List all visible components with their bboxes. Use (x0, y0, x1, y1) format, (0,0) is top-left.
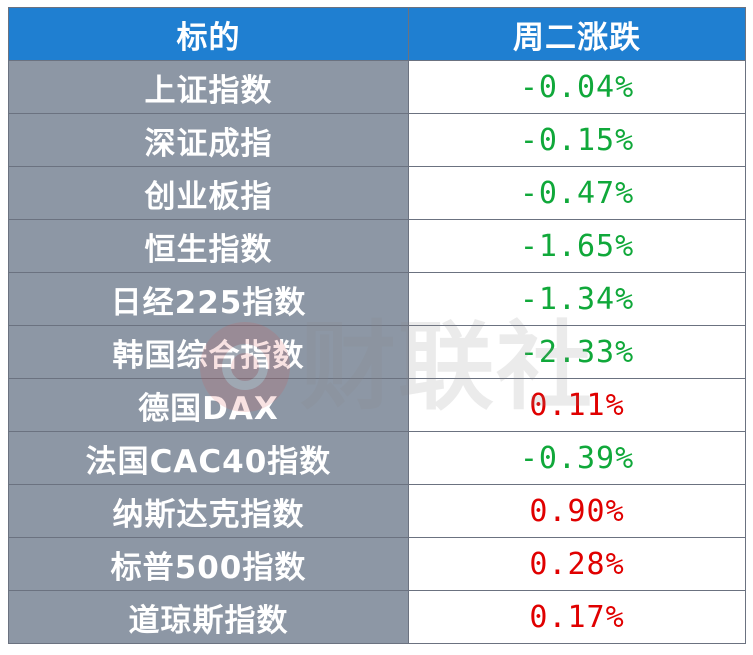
table-row: 深证成指 -0.15% (8, 113, 746, 167)
change-value-cell: -0.15% (408, 113, 746, 167)
index-name-cell: 标普500指数 (8, 537, 409, 591)
table-row: 纳斯达克指数 0.90% (8, 484, 746, 538)
change-value-cell: -1.34% (408, 272, 746, 326)
index-name-cell: 上证指数 (8, 60, 409, 114)
change-value-cell: -0.47% (408, 166, 746, 220)
index-name-cell: 深证成指 (8, 113, 409, 167)
table-row: 韩国综合指数 -2.33% (8, 325, 746, 379)
change-value-cell: 0.90% (408, 484, 746, 538)
table-row: 上证指数 -0.04% (8, 60, 746, 114)
header-row: 标的 周二涨跌 (8, 7, 746, 61)
table-row: 德国DAX 0.11% (8, 378, 746, 432)
index-change-table: 标的 周二涨跌 上证指数 -0.04% 深证成指 -0.15% 创业板指 -0.47% 恒生… (8, 7, 746, 644)
index-name-cell: 道琼斯指数 (8, 590, 409, 644)
change-value-cell: 0.11% (408, 378, 746, 432)
index-name-cell: 创业板指 (8, 166, 409, 220)
table-row: 道琼斯指数 0.17% (8, 590, 746, 644)
index-name-cell: 纳斯达克指数 (8, 484, 409, 538)
index-name-cell: 日经225指数 (8, 272, 409, 326)
change-value-cell: -0.04% (408, 60, 746, 114)
table-row: 法国CAC40指数 -0.39% (8, 431, 746, 485)
index-name-cell: 德国DAX (8, 378, 409, 432)
header-change: 周二涨跌 (408, 7, 746, 61)
change-value-cell: -1.65% (408, 219, 746, 273)
index-change-table-container: 标的 周二涨跌 上证指数 -0.04% 深证成指 -0.15% 创业板指 -0.47% 恒生… (8, 7, 746, 644)
index-name-cell: 恒生指数 (8, 219, 409, 273)
change-value-cell: -2.33% (408, 325, 746, 379)
table-body: 上证指数 -0.04% 深证成指 -0.15% 创业板指 -0.47% 恒生指数 -1.65%… (8, 60, 746, 644)
table-row: 恒生指数 -1.65% (8, 219, 746, 273)
table-row: 标普500指数 0.28% (8, 537, 746, 591)
header-name: 标的 (8, 7, 409, 61)
change-value-cell: 0.17% (408, 590, 746, 644)
index-name-cell: 韩国综合指数 (8, 325, 409, 379)
index-name-cell: 法国CAC40指数 (8, 431, 409, 485)
table-row: 创业板指 -0.47% (8, 166, 746, 220)
table-row: 日经225指数 -1.34% (8, 272, 746, 326)
change-value-cell: 0.28% (408, 537, 746, 591)
change-value-cell: -0.39% (408, 431, 746, 485)
